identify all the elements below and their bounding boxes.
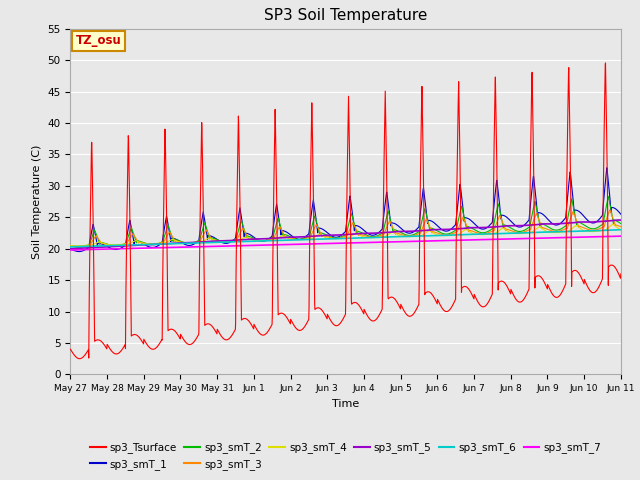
- sp3_smT_2: [374, 233, 381, 239]
- sp3_smT_2: [362, 232, 369, 238]
- sp3_smT_2: [506, 225, 513, 230]
- sp3_Tsurface: [362, 310, 369, 315]
- sp3_smT_5: [362, 230, 369, 236]
- sp3_smT_1: [617, 211, 625, 217]
- X-axis label: Time: Time: [332, 399, 359, 408]
- sp3_smT_7: [67, 247, 74, 253]
- sp3_smT_4: [220, 239, 228, 245]
- sp3_smT_6: [617, 227, 625, 233]
- sp3_smT_4: [617, 227, 625, 233]
- sp3_smT_3: [67, 243, 74, 249]
- sp3_Tsurface: [617, 271, 625, 277]
- Line: sp3_smT_2: sp3_smT_2: [70, 196, 621, 247]
- sp3_smT_7: [362, 240, 369, 245]
- sp3_smT_3: [506, 227, 513, 233]
- sp3_smT_6: [568, 228, 576, 234]
- sp3_smT_4: [374, 234, 381, 240]
- sp3_smT_5: [613, 217, 621, 223]
- sp3_smT_2: [76, 244, 83, 250]
- sp3_smT_7: [374, 240, 381, 245]
- sp3_smT_3: [220, 239, 228, 245]
- sp3_smT_7: [568, 235, 576, 240]
- sp3_Tsurface: [568, 269, 576, 275]
- sp3_Tsurface: [374, 315, 381, 321]
- Y-axis label: Soil Temperature (C): Soil Temperature (C): [32, 144, 42, 259]
- Line: sp3_smT_6: sp3_smT_6: [70, 230, 621, 247]
- sp3_smT_4: [568, 225, 576, 231]
- sp3_smT_2: [67, 243, 74, 249]
- Line: sp3_smT_3: sp3_smT_3: [70, 210, 621, 247]
- sp3_smT_6: [506, 230, 513, 236]
- sp3_smT_6: [362, 235, 369, 240]
- sp3_smT_7: [220, 243, 228, 249]
- Line: sp3_smT_7: sp3_smT_7: [70, 236, 621, 250]
- sp3_smT_3: [617, 224, 625, 229]
- Line: sp3_smT_1: sp3_smT_1: [70, 168, 621, 252]
- sp3_smT_2: [617, 221, 625, 227]
- sp3_smT_3: [568, 211, 576, 216]
- sp3_smT_1: [568, 190, 576, 195]
- sp3_smT_6: [220, 239, 228, 245]
- Legend: sp3_Tsurface, sp3_smT_1, sp3_smT_2, sp3_smT_3, sp3_smT_4, sp3_smT_5, sp3_smT_6, : sp3_Tsurface, sp3_smT_1, sp3_smT_2, sp3_…: [86, 438, 605, 474]
- sp3_smT_2: [604, 193, 612, 199]
- sp3_smT_3: [362, 233, 369, 239]
- Title: SP3 Soil Temperature: SP3 Soil Temperature: [264, 9, 428, 24]
- sp3_smT_1: [584, 217, 591, 223]
- sp3_smT_4: [74, 243, 81, 249]
- sp3_smT_5: [67, 246, 74, 252]
- sp3_smT_4: [506, 230, 513, 236]
- sp3_smT_4: [609, 221, 616, 227]
- sp3_smT_2: [220, 239, 228, 245]
- sp3_smT_7: [506, 236, 513, 242]
- sp3_Tsurface: [67, 347, 74, 352]
- sp3_smT_5: [374, 230, 381, 236]
- sp3_smT_3: [606, 207, 614, 213]
- Text: TZ_osu: TZ_osu: [76, 35, 122, 48]
- Line: sp3_smT_4: sp3_smT_4: [70, 224, 621, 246]
- sp3_smT_1: [362, 229, 369, 235]
- sp3_smT_5: [584, 219, 591, 225]
- sp3_smT_1: [67, 246, 74, 252]
- sp3_smT_5: [220, 238, 228, 244]
- sp3_smT_4: [362, 234, 369, 240]
- sp3_smT_3: [374, 234, 381, 240]
- sp3_smT_3: [75, 244, 83, 250]
- sp3_Tsurface: [584, 284, 591, 289]
- sp3_smT_2: [584, 224, 591, 230]
- Line: sp3_Tsurface: sp3_Tsurface: [70, 63, 621, 359]
- sp3_smT_1: [603, 165, 611, 171]
- sp3_smT_7: [617, 233, 625, 239]
- sp3_Tsurface: [602, 60, 609, 66]
- Line: sp3_smT_5: sp3_smT_5: [70, 220, 621, 249]
- sp3_smT_4: [67, 243, 74, 249]
- sp3_smT_2: [568, 199, 576, 205]
- sp3_smT_5: [617, 217, 625, 223]
- sp3_Tsurface: [506, 289, 513, 295]
- sp3_Tsurface: [220, 336, 228, 342]
- sp3_smT_3: [584, 227, 591, 232]
- sp3_smT_7: [584, 234, 591, 240]
- sp3_smT_1: [220, 240, 228, 246]
- sp3_smT_5: [506, 223, 513, 228]
- sp3_smT_6: [67, 244, 74, 250]
- sp3_Tsurface: [76, 356, 83, 361]
- sp3_smT_1: [374, 230, 381, 236]
- sp3_smT_1: [76, 249, 83, 254]
- sp3_smT_6: [584, 228, 591, 234]
- sp3_smT_5: [568, 220, 576, 226]
- sp3_smT_4: [584, 228, 591, 234]
- sp3_smT_6: [374, 235, 381, 240]
- sp3_smT_1: [506, 217, 513, 223]
